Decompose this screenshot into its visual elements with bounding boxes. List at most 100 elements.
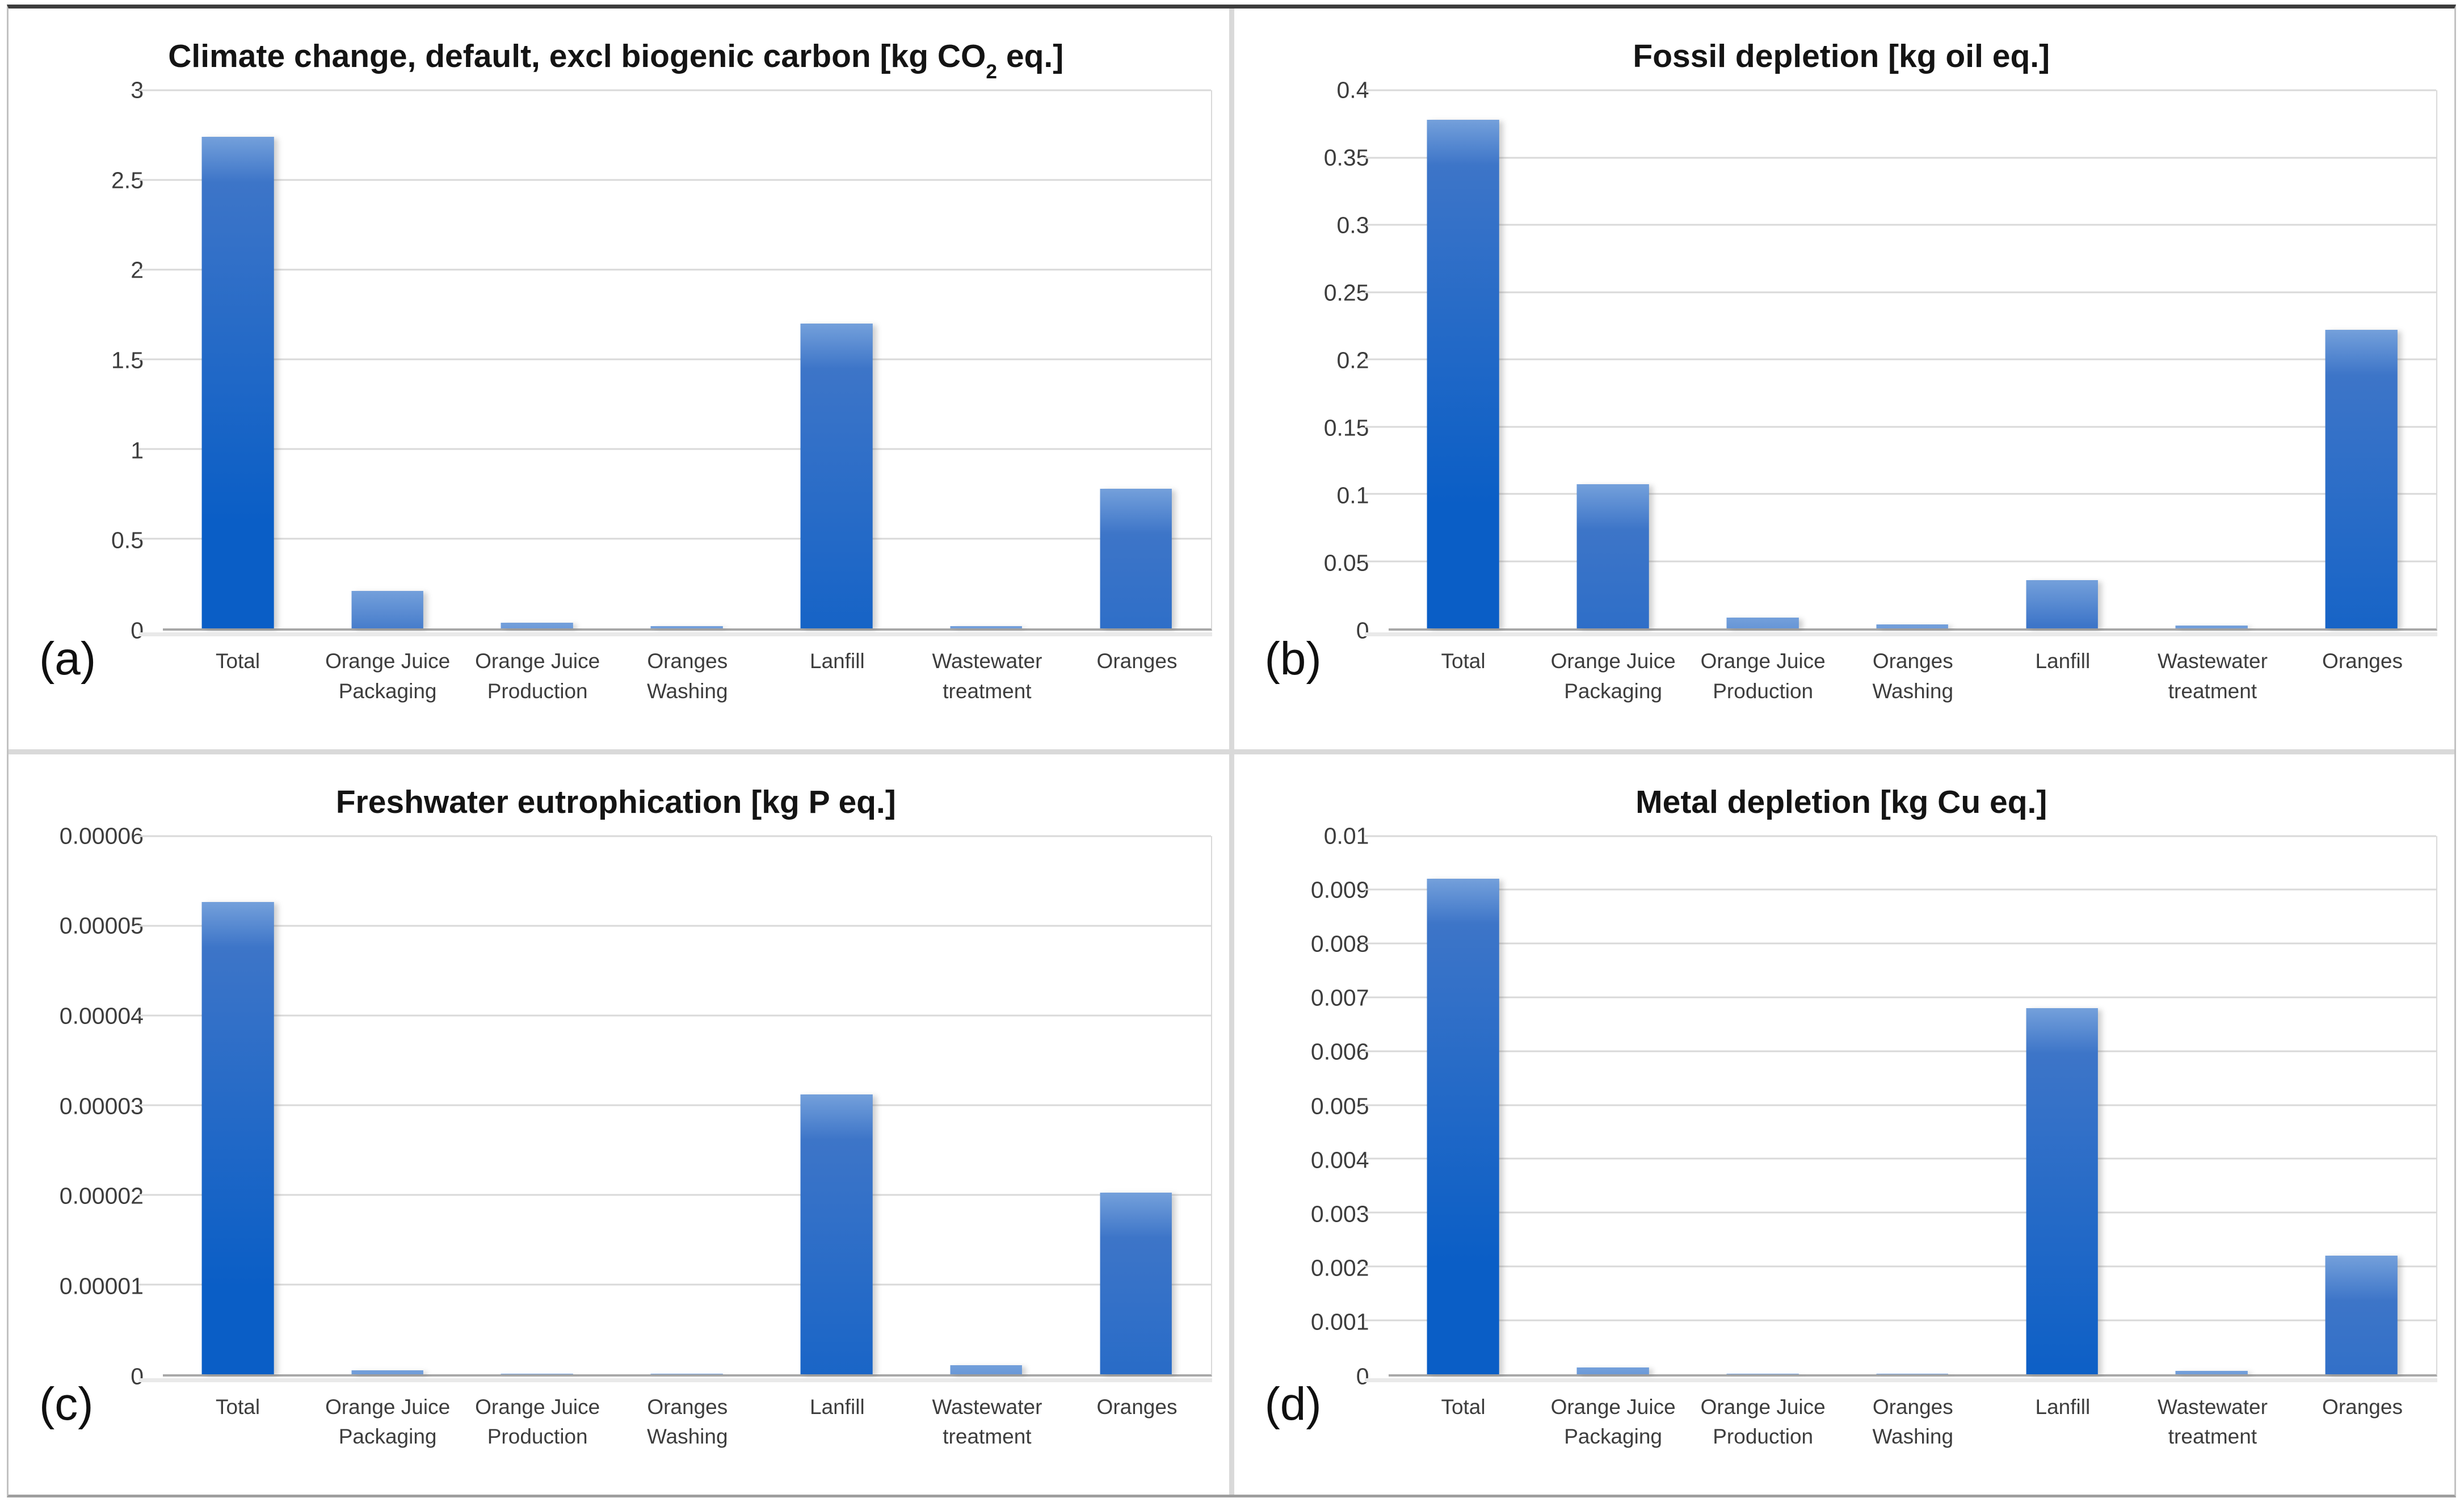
bar-slot <box>1061 90 1211 628</box>
bar-wastewater-treatment <box>2175 1370 2248 1374</box>
gridline <box>1364 1211 2436 1214</box>
bar-slot <box>462 836 612 1374</box>
category-label: Oranges Washing <box>646 1395 728 1449</box>
plot-area <box>139 835 1212 1382</box>
bar-slot <box>911 90 1061 628</box>
category-label: Wastewater treatment <box>932 1395 1042 1449</box>
figure-grid: Climate change, default, excl biogenic c… <box>7 5 2456 1497</box>
gridline <box>1364 560 2436 562</box>
bar-slot <box>1838 90 1987 628</box>
gridline <box>1364 1265 2436 1268</box>
y-tick-label: 0.004 <box>1310 1147 1369 1173</box>
category-label: Oranges <box>1096 649 1178 673</box>
y-tick-label: 0 <box>1356 1363 1369 1389</box>
bar-slot <box>1987 90 2137 628</box>
bar-oranges-washing <box>1876 624 1949 628</box>
chart-title-text: Climate change, default, excl biogenic c… <box>168 38 986 75</box>
y-tick-label: 1.5 <box>111 347 144 374</box>
bar-oranges <box>2325 329 2398 628</box>
category-label: Wastewater treatment <box>2157 649 2268 703</box>
bar-series <box>163 90 1211 628</box>
panel-letter: (d) <box>1264 1378 1322 1430</box>
gridline <box>1364 224 2436 226</box>
chart-panel-a: Climate change, default, excl biogenic c… <box>9 9 1229 749</box>
y-axis: 0 0.00001 0.00002 0.00003 0.00004 0.00005 0.00… <box>20 823 163 1389</box>
gridline <box>139 358 1211 360</box>
gridline <box>1364 996 2436 998</box>
plot-area <box>1364 835 2437 1382</box>
bar-slot <box>2286 836 2436 1374</box>
bar-wastewater-treatment <box>950 626 1023 628</box>
chart-title-text: Fossil depletion [kg oil eq.] <box>1633 38 2050 75</box>
bar-lanfill <box>2026 580 2098 628</box>
gridline <box>1364 1050 2436 1052</box>
y-tick-label: 0 <box>131 617 144 644</box>
bar-oranges <box>1100 488 1172 628</box>
gridline <box>1364 942 2436 945</box>
category-label: Orange Juice Production <box>1700 649 1826 703</box>
category-label: Oranges Washing <box>1872 1395 1954 1449</box>
y-tick-label: 0.35 <box>1323 144 1369 171</box>
y-axis: 0 0.05 0.1 0.15 0.2 0.25 0.3 0.35 0.4 <box>1246 77 1389 644</box>
bar-lanfill <box>2026 1008 2098 1374</box>
y-tick-label: 3 <box>131 77 144 103</box>
category-label: Oranges Washing <box>646 649 728 703</box>
chart-panel-c: Freshwater eutrophication [kg P eq.] 0 0.… <box>9 754 1229 1495</box>
gridline <box>1364 426 2436 427</box>
bar-orange-juice-packaging <box>351 1370 423 1374</box>
gridline <box>1364 1157 2436 1160</box>
gridline <box>1364 358 2436 360</box>
category-label: Total <box>1441 649 1486 673</box>
gridline <box>1364 835 2436 837</box>
y-tick-label: 0.00001 <box>59 1273 144 1299</box>
category-label: Total <box>215 649 260 673</box>
chart-title-subscript: 2 <box>986 61 998 83</box>
gridline <box>1364 1104 2436 1106</box>
panel-letter: (c) <box>39 1378 94 1430</box>
category-label: Orange Juice Packaging <box>1550 1395 1676 1449</box>
bar-slot <box>163 90 313 628</box>
bar-oranges <box>1100 1193 1172 1374</box>
y-tick-label: 0.1 <box>1336 482 1369 509</box>
category-label: Wastewater treatment <box>932 649 1042 703</box>
bar-slot <box>313 836 462 1374</box>
category-label: Lanfill <box>2035 1395 2091 1419</box>
y-tick-label: 0.3 <box>1336 212 1369 238</box>
y-tick-label: 0.007 <box>1310 984 1369 1011</box>
bar-total <box>201 137 274 628</box>
chart-title-suffix: eq.] <box>997 38 1064 75</box>
bar-slot <box>1538 836 1688 1374</box>
category-label: Orange Juice Packaging <box>325 649 451 703</box>
y-tick-label: 0.05 <box>1323 549 1369 576</box>
gridline <box>139 448 1211 450</box>
gridline <box>1364 89 2436 91</box>
gridline <box>1364 157 2436 158</box>
gridline <box>139 1014 1211 1017</box>
bar-slot <box>1688 836 1838 1374</box>
gridline <box>139 268 1211 271</box>
bar-slot <box>2286 90 2436 628</box>
x-labels: Total Orange Juice Packaging Orange Juice Pr… <box>1389 631 2438 749</box>
gridline <box>1364 493 2436 495</box>
bar-oranges-washing <box>650 626 723 628</box>
gridline <box>139 89 1211 91</box>
gridline <box>139 1194 1211 1196</box>
category-label: Orange Juice Packaging <box>325 1395 451 1449</box>
bar-slot <box>612 836 762 1374</box>
category-label: Lanfill <box>810 1395 865 1419</box>
category-label: Orange Juice Production <box>475 1395 600 1449</box>
plot-row: 0 0.001 0.002 0.003 0.004 0.005 0.006 0.007 0.00… <box>1246 823 2437 1389</box>
bar-series <box>1389 90 2437 628</box>
gridline <box>139 925 1211 926</box>
y-axis: 0 0.5 1 1.5 2 2.5 3 <box>20 77 163 644</box>
bar-orange-juice-production <box>501 622 573 628</box>
gridline <box>1364 888 2436 891</box>
bar-series <box>1389 836 2437 1374</box>
plot-area <box>139 89 1212 636</box>
gridline <box>139 1283 1211 1286</box>
plot-row: 0 0.5 1 1.5 2 2.5 3 <box>20 77 1212 644</box>
bar-series <box>163 836 1211 1374</box>
y-tick-label: 0.00005 <box>59 912 144 939</box>
y-tick-label: 2 <box>131 257 144 283</box>
y-tick-label: 0.00006 <box>59 823 144 849</box>
